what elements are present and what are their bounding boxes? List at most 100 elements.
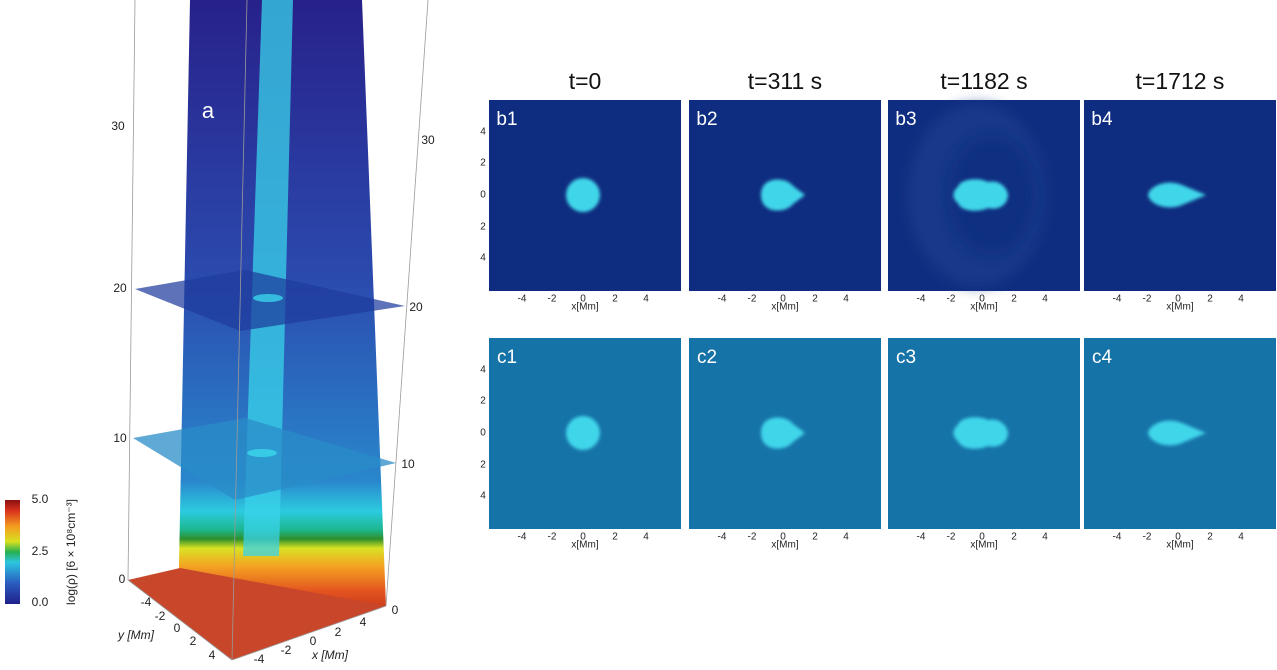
x-tick-label: 0 (979, 294, 985, 305)
y-axis-label: y [Mm] (117, 628, 155, 642)
x-axis-label: x[Mm] (1166, 302, 1193, 313)
panel-label: b2 (696, 109, 717, 130)
panel-label: c2 (697, 347, 717, 368)
x-tick-label: -4 (254, 652, 265, 666)
x-tick-label: 4 (843, 294, 849, 305)
y-tick-label: 4 (480, 127, 486, 138)
x-tick-label: -4 (1113, 294, 1122, 305)
y-tick-label: -2 (155, 609, 166, 623)
plasma-blob (953, 179, 1008, 211)
x-tick-label: 0 (1175, 532, 1181, 543)
x-tick-label: 4 (1042, 294, 1048, 305)
x-tick-label: 4 (1042, 532, 1048, 543)
x-tick-label: 2 (335, 625, 342, 639)
z-tick-label: 0 (119, 572, 126, 586)
y-tick-label: 0 (480, 428, 486, 439)
floor-plane (128, 568, 386, 660)
tube-cut (247, 449, 277, 457)
x-tick-label: -2 (1143, 532, 1152, 543)
z-tick-label: 10 (401, 457, 415, 471)
box-edge (127, 579, 233, 661)
x-tick-label: -4 (718, 294, 727, 305)
panel (489, 338, 681, 529)
x-tick-label: -2 (748, 294, 757, 305)
panel-label: c3 (896, 347, 916, 368)
plasma-blob (1148, 182, 1206, 208)
plasma-blob (761, 179, 805, 211)
x-tick-label: 4 (643, 532, 649, 543)
x-tick-label: -2 (281, 643, 292, 657)
x-tick-label: 2 (1011, 532, 1017, 543)
box-edge (231, 605, 387, 661)
plasma-blob (953, 417, 1008, 449)
x-axis-label: x[Mm] (571, 302, 598, 313)
x-tick-label: 4 (360, 615, 367, 629)
x-tick-label: -2 (1143, 294, 1152, 305)
panel-a (127, 0, 429, 661)
x-tick-label: 0 (310, 634, 317, 648)
y-tick-label: 2 (480, 158, 486, 169)
x-tick-label: 4 (1238, 294, 1244, 305)
x-tick-label: 0 (580, 294, 586, 305)
time-title: t=0 (569, 68, 602, 94)
colorbar-tick-label: 2.5 (32, 544, 49, 558)
x-tick-label: 0 (780, 294, 786, 305)
x-tick-label: -4 (917, 294, 926, 305)
x-tick-label: 4 (843, 532, 849, 543)
z-tick-label: 30 (421, 133, 435, 147)
x-tick-label: 2 (1207, 532, 1213, 543)
y-tick-label: 4 (209, 648, 216, 662)
panel-label: c1 (497, 347, 517, 368)
panel-label: b3 (895, 109, 916, 130)
time-title: t=311 s (748, 68, 822, 94)
x-tick-label: 4 (1238, 532, 1244, 543)
panel (689, 338, 881, 529)
x-axis-label: x [Mm] (311, 648, 349, 662)
y-tick-label: 0 (174, 621, 181, 635)
plane-z10 (133, 418, 396, 500)
colorbar-tick-label: 5.0 (32, 492, 49, 506)
panel (888, 100, 1080, 291)
x-tick-label: -2 (947, 532, 956, 543)
x-tick-label: -2 (548, 294, 557, 305)
z-tick-label: 20 (409, 300, 423, 314)
y-tick-label: 2 (190, 634, 197, 648)
z-tick-label: 30 (111, 119, 125, 133)
panel (1084, 338, 1276, 529)
x-tick-label: 2 (612, 532, 618, 543)
z-tick-label: 10 (113, 431, 127, 445)
plasma-blob (761, 417, 805, 449)
plasma-blob (566, 178, 600, 212)
x-tick-label: -4 (518, 532, 527, 543)
colorbar (5, 500, 20, 604)
y-tick-label: 4 (480, 491, 486, 502)
x-tick-label: 4 (643, 294, 649, 305)
panel (689, 100, 881, 291)
z-tick-label: 0 (392, 603, 399, 617)
y-tick-label: -4 (141, 595, 152, 609)
x-tick-label: -4 (518, 294, 527, 305)
y-tick-label: 4 (480, 253, 486, 264)
panel (888, 338, 1080, 529)
x-tick-label: 0 (580, 532, 586, 543)
y-tick-label: 2 (480, 460, 486, 471)
x-tick-label: 0 (780, 532, 786, 543)
x-tick-label: 2 (1207, 294, 1213, 305)
panel-label: a (202, 98, 215, 123)
x-axis-label: x[Mm] (970, 540, 997, 551)
colorbar-label: log(ρ) [6 × 10⁸cm⁻³] (64, 499, 78, 605)
x-axis-label: x[Mm] (771, 540, 798, 551)
x-tick-label: 0 (979, 532, 985, 543)
x-tick-label: 0 (1175, 294, 1181, 305)
x-tick-label: 2 (812, 532, 818, 543)
x-axis-label: x[Mm] (771, 302, 798, 313)
tube-cut (253, 294, 283, 302)
panel-label: b4 (1091, 109, 1113, 130)
x-tick-label: -4 (917, 532, 926, 543)
x-axis-label: x[Mm] (1166, 540, 1193, 551)
x-tick-label: 2 (612, 294, 618, 305)
box-edge (385, 0, 429, 607)
z-tick-label: 20 (113, 281, 127, 295)
y-tick-label: 4 (480, 365, 486, 376)
x-tick-label: -4 (718, 532, 727, 543)
